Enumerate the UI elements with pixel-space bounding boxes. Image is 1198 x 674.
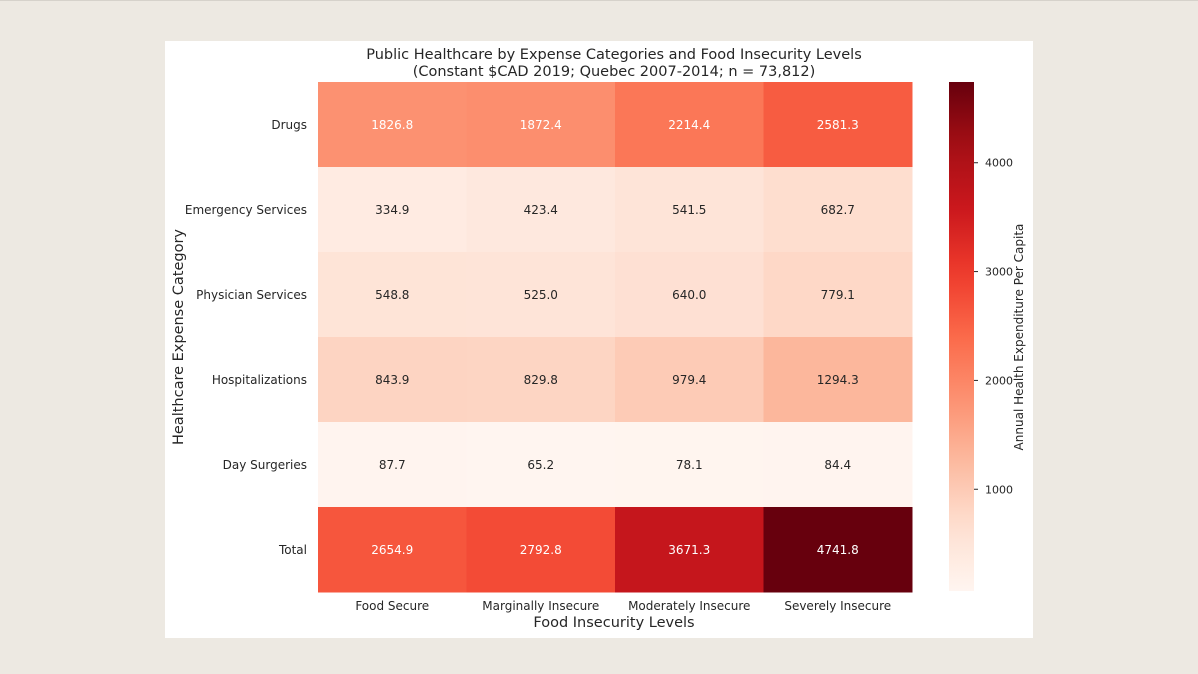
cell-value-label: 979.4: [672, 373, 706, 387]
colorbar: [949, 82, 974, 591]
top-border: [0, 0, 1198, 1]
y-tick-label: Emergency Services: [185, 203, 307, 217]
cell-value-label: 779.1: [821, 288, 855, 302]
heatmap-cell: [615, 252, 764, 338]
heatmap-cell: [615, 82, 764, 168]
colorbar-label: Annual Health Expenditure Per Capita: [1012, 224, 1026, 451]
heatmap-cell: [318, 252, 467, 338]
heatmap-cell: [615, 507, 764, 593]
y-tick-label: Drugs: [271, 118, 307, 132]
cell-value-label: 548.8: [375, 288, 409, 302]
y-tick-label: Hospitalizations: [212, 373, 307, 387]
cell-value-label: 87.7: [379, 458, 406, 472]
cell-value-label: 843.9: [375, 373, 409, 387]
heatmap-cell: [466, 422, 616, 508]
heatmap-cell: [763, 167, 913, 253]
cell-value-label: 4741.8: [817, 543, 859, 557]
heatmap-cell: [615, 167, 764, 253]
colorbar-tick-label: 3000: [985, 266, 1013, 279]
heatmap-cell: [615, 337, 764, 423]
cell-value-label: 525.0: [524, 288, 558, 302]
y-tick-labels: Drugs Emergency Services Physician Service…: [185, 118, 307, 557]
x-tick-labels: Food Secure Marginally Insecure Moderately…: [355, 599, 891, 613]
heatmap-cell: [763, 507, 913, 593]
heatmap-cell: [615, 422, 764, 508]
heatmap-cell: [318, 337, 467, 423]
heatmap-cell: [466, 507, 616, 593]
heatmap-cell: [466, 252, 616, 338]
y-tick-label: Physician Services: [196, 288, 307, 302]
heatmap-cell: [763, 82, 913, 168]
cell-value-label: 2654.9: [371, 543, 413, 557]
cell-value-label: 65.2: [527, 458, 554, 472]
cell-value-label: 78.1: [676, 458, 703, 472]
heatmap-cell: [763, 252, 913, 338]
heatmap-cell: [318, 82, 467, 168]
chart-subtitle: (Constant $CAD 2019; Quebec 2007-2014; n…: [413, 64, 816, 80]
heatmap-cells: 1826.8 1872.4 2214.4 2581.3 334.9 423.4 541.5 6…: [318, 82, 913, 593]
cell-value-label: 423.4: [524, 203, 558, 217]
heatmap-cell: [466, 337, 616, 423]
chart-title: Public Healthcare by Expense Categories …: [366, 47, 862, 63]
heatmap-cell: [466, 82, 616, 168]
x-tick-label: Severely Insecure: [784, 599, 891, 613]
cell-value-label: 2214.4: [668, 118, 710, 132]
heatmap-cell: [763, 422, 913, 508]
heatmap-chart: Public Healthcare by Expense Categories …: [171, 47, 1026, 631]
heatmap-cell: [318, 422, 467, 508]
colorbar-tick-label: 4000: [985, 157, 1013, 170]
heatmap-cell: [763, 337, 913, 423]
y-tick-label: Day Surgeries: [223, 458, 307, 472]
heatmap-cell: [318, 167, 467, 253]
cell-value-label: 1294.3: [817, 373, 859, 387]
cell-value-label: 640.0: [672, 288, 706, 302]
cell-value-label: 1826.8: [371, 118, 413, 132]
x-axis-label: Food Insecurity Levels: [533, 615, 694, 631]
cell-value-label: 3671.3: [668, 543, 710, 557]
cell-value-label: 84.4: [824, 458, 851, 472]
cell-value-label: 2792.8: [520, 543, 562, 557]
colorbar-tick-label: 1000: [985, 483, 1013, 496]
cell-value-label: 2581.3: [817, 118, 859, 132]
chart-figure: Public Healthcare by Expense Categories …: [165, 41, 1033, 638]
cell-value-label: 682.7: [821, 203, 855, 217]
heatmap-cell: [466, 167, 616, 253]
cell-value-label: 334.9: [375, 203, 409, 217]
x-tick-label: Moderately Insecure: [628, 599, 750, 613]
x-tick-label: Food Secure: [355, 599, 429, 613]
y-tick-label: Total: [278, 543, 307, 557]
y-axis-label: Healthcare Expense Category: [171, 229, 187, 445]
heatmap-cell: [318, 507, 467, 593]
colorbar-tick-label: 2000: [985, 374, 1013, 387]
cell-value-label: 829.8: [524, 373, 558, 387]
cell-value-label: 541.5: [672, 203, 706, 217]
colorbar-ticks: 1000 2000 3000 4000: [974, 157, 1013, 496]
cell-value-label: 1872.4: [520, 118, 562, 132]
x-tick-label: Marginally Insecure: [482, 599, 599, 613]
